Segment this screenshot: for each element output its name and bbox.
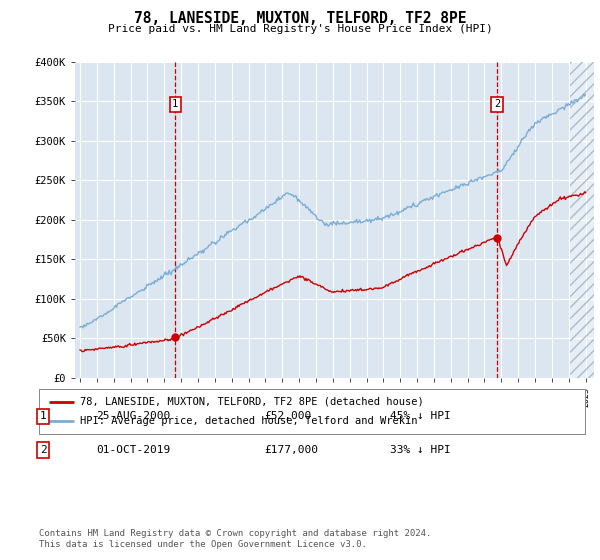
Text: 01-OCT-2019: 01-OCT-2019 bbox=[96, 445, 170, 455]
Text: 78, LANESIDE, MUXTON, TELFORD, TF2 8PE (detached house): 78, LANESIDE, MUXTON, TELFORD, TF2 8PE (… bbox=[80, 396, 424, 407]
Text: £52,000: £52,000 bbox=[264, 411, 311, 421]
Bar bbox=[570, 62, 594, 378]
Bar bbox=[570, 62, 594, 378]
Text: 78, LANESIDE, MUXTON, TELFORD, TF2 8PE: 78, LANESIDE, MUXTON, TELFORD, TF2 8PE bbox=[134, 11, 466, 26]
Text: 45% ↓ HPI: 45% ↓ HPI bbox=[390, 411, 451, 421]
Text: 1: 1 bbox=[40, 411, 47, 421]
Text: 33% ↓ HPI: 33% ↓ HPI bbox=[390, 445, 451, 455]
Text: 1: 1 bbox=[172, 99, 178, 109]
Text: Price paid vs. HM Land Registry's House Price Index (HPI): Price paid vs. HM Land Registry's House … bbox=[107, 24, 493, 34]
Text: 25-AUG-2000: 25-AUG-2000 bbox=[96, 411, 170, 421]
Text: 2: 2 bbox=[494, 99, 500, 109]
Text: HPI: Average price, detached house, Telford and Wrekin: HPI: Average price, detached house, Telf… bbox=[80, 417, 418, 427]
Text: Contains HM Land Registry data © Crown copyright and database right 2024.
This d: Contains HM Land Registry data © Crown c… bbox=[39, 529, 431, 549]
Text: £177,000: £177,000 bbox=[264, 445, 318, 455]
Text: 2: 2 bbox=[40, 445, 47, 455]
